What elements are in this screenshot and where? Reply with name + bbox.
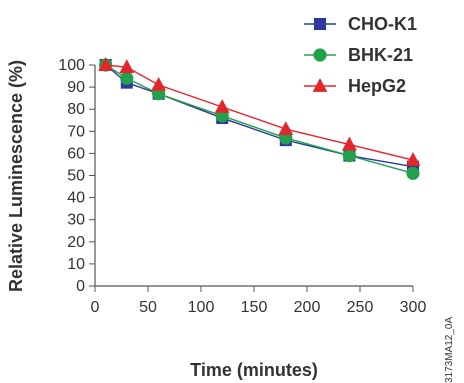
legend-item: HepG2	[304, 76, 406, 96]
legend-marker	[314, 18, 326, 30]
legend-marker	[312, 78, 328, 92]
legend-label: BHK-21	[348, 45, 413, 65]
y-tick-label: 70	[67, 123, 85, 140]
figure-code-label: 3173MA12_0A	[444, 317, 455, 383]
y-tick-label: 0	[76, 278, 85, 295]
y-tick-label: 80	[67, 101, 85, 118]
y-tick-label: 50	[67, 168, 85, 185]
y-tick-label: 20	[67, 234, 85, 251]
x-tick-label: 200	[294, 299, 321, 316]
x-ticks: 0 50 100 150 200 250 300	[91, 286, 427, 316]
legend: CHO-K1 BHK-21 HepG2	[304, 14, 417, 96]
x-tick-label: 100	[188, 299, 215, 316]
y-tick-label: 30	[67, 212, 85, 229]
legend-marker	[313, 48, 327, 62]
data-point	[151, 76, 166, 91]
y-ticks: 0 10 20 30 40 50 60 70 80 90 100	[58, 57, 95, 295]
data-point	[120, 71, 134, 85]
legend-label: CHO-K1	[348, 14, 417, 34]
y-tick-label: 60	[67, 145, 85, 162]
legend-item: BHK-21	[304, 45, 413, 65]
series-hepg2	[98, 57, 421, 166]
x-tick-label: 0	[91, 299, 100, 316]
data-point	[278, 121, 294, 135]
axes	[94, 65, 413, 287]
series-layer	[98, 57, 421, 180]
data-point	[342, 136, 357, 151]
y-tick-label: 90	[67, 79, 85, 96]
data-point	[98, 57, 113, 71]
x-axis-title: Time (minutes)	[190, 360, 318, 380]
data-point	[405, 152, 421, 166]
y-tick-label: 40	[67, 190, 85, 207]
legend-item: CHO-K1	[304, 14, 417, 34]
data-point	[119, 59, 135, 74]
data-point	[342, 149, 356, 163]
y-axis-title: Relative Luminescence (%)	[6, 60, 26, 292]
data-point	[214, 99, 230, 113]
x-tick-label: 50	[139, 299, 157, 316]
legend-label: HepG2	[348, 76, 406, 96]
x-tick-label: 150	[241, 299, 268, 316]
y-tick-label: 100	[58, 57, 85, 74]
x-tick-label: 300	[400, 299, 427, 316]
x-tick-label: 250	[347, 299, 374, 316]
y-tick-label: 10	[67, 256, 85, 273]
data-point	[406, 166, 420, 180]
